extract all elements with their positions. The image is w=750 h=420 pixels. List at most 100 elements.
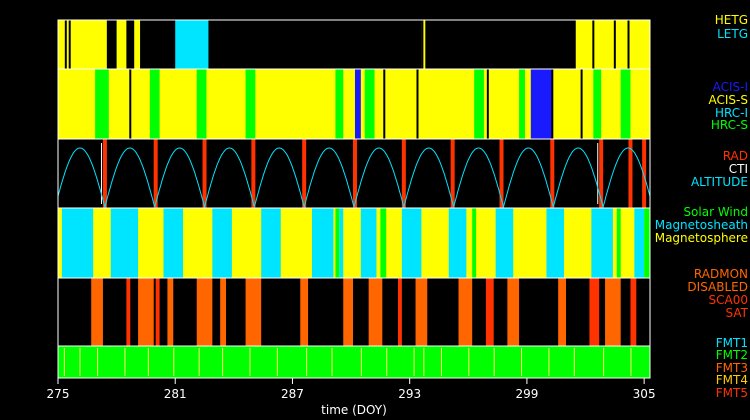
rad-marker-1 <box>153 139 158 208</box>
format-tick-15 <box>423 348 425 376</box>
radiation-panel <box>57 138 651 209</box>
format-tick-0 <box>63 348 65 376</box>
region-legend-2: Magnetosphere <box>655 231 748 245</box>
radmon-segment-0 <box>91 278 103 346</box>
instrument-divider-2 <box>416 69 419 139</box>
format-legend-4: FMT5 <box>716 386 748 400</box>
radmon-segment-6 <box>220 278 227 346</box>
radiation-legend-0: RAD <box>723 149 748 163</box>
instrument-segment-1 <box>149 69 160 139</box>
format-tick-16 <box>440 348 442 376</box>
instrument-segment-5 <box>364 69 375 139</box>
x-axis: 275 281 287 293 299 305 time (DOY) <box>47 378 656 417</box>
format-tick-19 <box>521 348 523 376</box>
format-tick-6 <box>198 348 200 376</box>
instrument-segment-4 <box>335 69 344 139</box>
region-segment-12 <box>472 208 477 278</box>
region-segment-8 <box>360 208 377 278</box>
grating-segment-3 <box>175 20 209 69</box>
grating-divider-2 <box>111 20 114 69</box>
instrument-segment-3 <box>245 69 256 139</box>
radmon-panel <box>57 277 651 347</box>
radmon-legend-1: DISABLED <box>687 280 748 294</box>
format-tick-8 <box>249 348 251 376</box>
rad-marker-9 <box>550 139 555 208</box>
region-segment-15 <box>591 208 613 278</box>
region-segment-18 <box>644 208 650 278</box>
format-tick-23 <box>630 348 632 376</box>
radmon-segment-8 <box>300 278 309 346</box>
region-segment-0 <box>61 208 94 278</box>
grating-legend-0: HETG <box>715 13 748 27</box>
radmon-segment-9 <box>343 278 354 346</box>
instrument-legend-3: HRC-S <box>711 118 748 132</box>
instrument-segment-7 <box>474 69 484 139</box>
region-segment-1 <box>110 208 139 278</box>
radmon-legend-3: SAT <box>726 306 749 320</box>
rad-marker-12 <box>642 139 647 208</box>
format-tick-11 <box>331 348 333 376</box>
region-segment-16 <box>616 208 621 278</box>
format-tick-10 <box>306 348 308 376</box>
region-segment-4 <box>261 208 281 278</box>
region-segment-3 <box>212 208 232 278</box>
format-tick-14 <box>413 348 415 376</box>
x-tick-label-4: 299 <box>515 387 538 401</box>
region-segment-17 <box>634 208 645 278</box>
grating-divider-7 <box>627 20 630 69</box>
region-segment-7 <box>339 208 344 278</box>
instrument-legend-2: HRC-I <box>715 106 748 120</box>
format-background <box>58 346 650 378</box>
format-tick-21 <box>573 348 575 376</box>
grating-divider-3 <box>129 20 132 69</box>
format-tick-7 <box>222 348 224 376</box>
instrument-segment-11 <box>620 69 631 139</box>
format-tick-20 <box>548 348 550 376</box>
radmon-segment-19 <box>630 278 637 346</box>
radmon-segment-7 <box>245 278 262 346</box>
instrument-segment-2 <box>196 69 207 139</box>
format-legend-0: FMT1 <box>716 336 748 350</box>
rad-marker-10 <box>599 139 604 208</box>
instrument-divider-4 <box>551 69 554 139</box>
rad-marker-8 <box>499 139 504 208</box>
region-segment-10 <box>401 208 422 278</box>
instrument-divider-0 <box>129 69 132 139</box>
rad-marker-4 <box>302 139 307 208</box>
region-panel <box>57 207 651 279</box>
grating-segment-1 <box>116 20 127 69</box>
instrument-segment-6 <box>354 69 361 139</box>
instrument-background <box>58 69 650 139</box>
region-segment-6 <box>335 208 340 278</box>
format-tick-4 <box>147 348 149 376</box>
panels-layer <box>57 19 651 379</box>
rad-marker-0 <box>102 139 107 208</box>
region-segment-13 <box>495 208 514 278</box>
x-tick-label-0: 275 <box>47 387 70 401</box>
cti-marker-1 <box>597 143 599 204</box>
radmon-legend-0: RADMON <box>694 267 748 281</box>
instrument-segment-0 <box>95 69 109 139</box>
instrument-segment-8 <box>519 69 525 139</box>
x-tick-label-1: 281 <box>164 387 187 401</box>
instrument-segment-9 <box>530 69 553 139</box>
format-tick-13 <box>386 348 388 376</box>
radmon-segment-2 <box>138 278 154 346</box>
radmon-segment-5 <box>196 278 213 346</box>
rad-marker-2 <box>202 139 207 208</box>
grating-divider-6 <box>613 20 616 69</box>
format-tick-3 <box>124 348 126 376</box>
instrument-panel <box>57 68 651 140</box>
radmon-segment-17 <box>589 278 600 346</box>
grating-divider-0 <box>64 20 67 69</box>
radmon-segment-1 <box>126 278 131 346</box>
radmon-segment-14 <box>485 278 494 346</box>
instrument-divider-1 <box>383 69 386 139</box>
grating-segment-5 <box>575 20 650 69</box>
rad-marker-11 <box>628 139 633 208</box>
radmon-segment-18 <box>605 278 621 346</box>
format-legend-1: FMT2 <box>716 348 748 362</box>
radmon-segment-10 <box>368 278 383 346</box>
radmon-segment-4 <box>167 278 174 346</box>
